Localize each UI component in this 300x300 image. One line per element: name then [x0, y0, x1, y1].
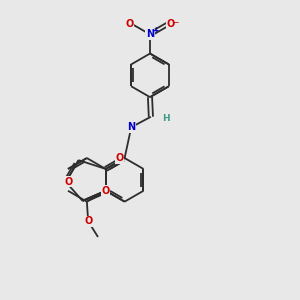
- Text: N: N: [127, 122, 135, 132]
- Text: O: O: [116, 153, 124, 163]
- Text: H: H: [162, 114, 169, 123]
- Text: −: −: [171, 17, 179, 26]
- Text: O: O: [167, 19, 175, 29]
- Text: O: O: [102, 186, 110, 196]
- Text: O: O: [125, 19, 134, 29]
- Text: N: N: [146, 29, 154, 39]
- Text: O: O: [64, 177, 73, 187]
- Text: O: O: [84, 216, 92, 226]
- Text: +: +: [152, 26, 158, 35]
